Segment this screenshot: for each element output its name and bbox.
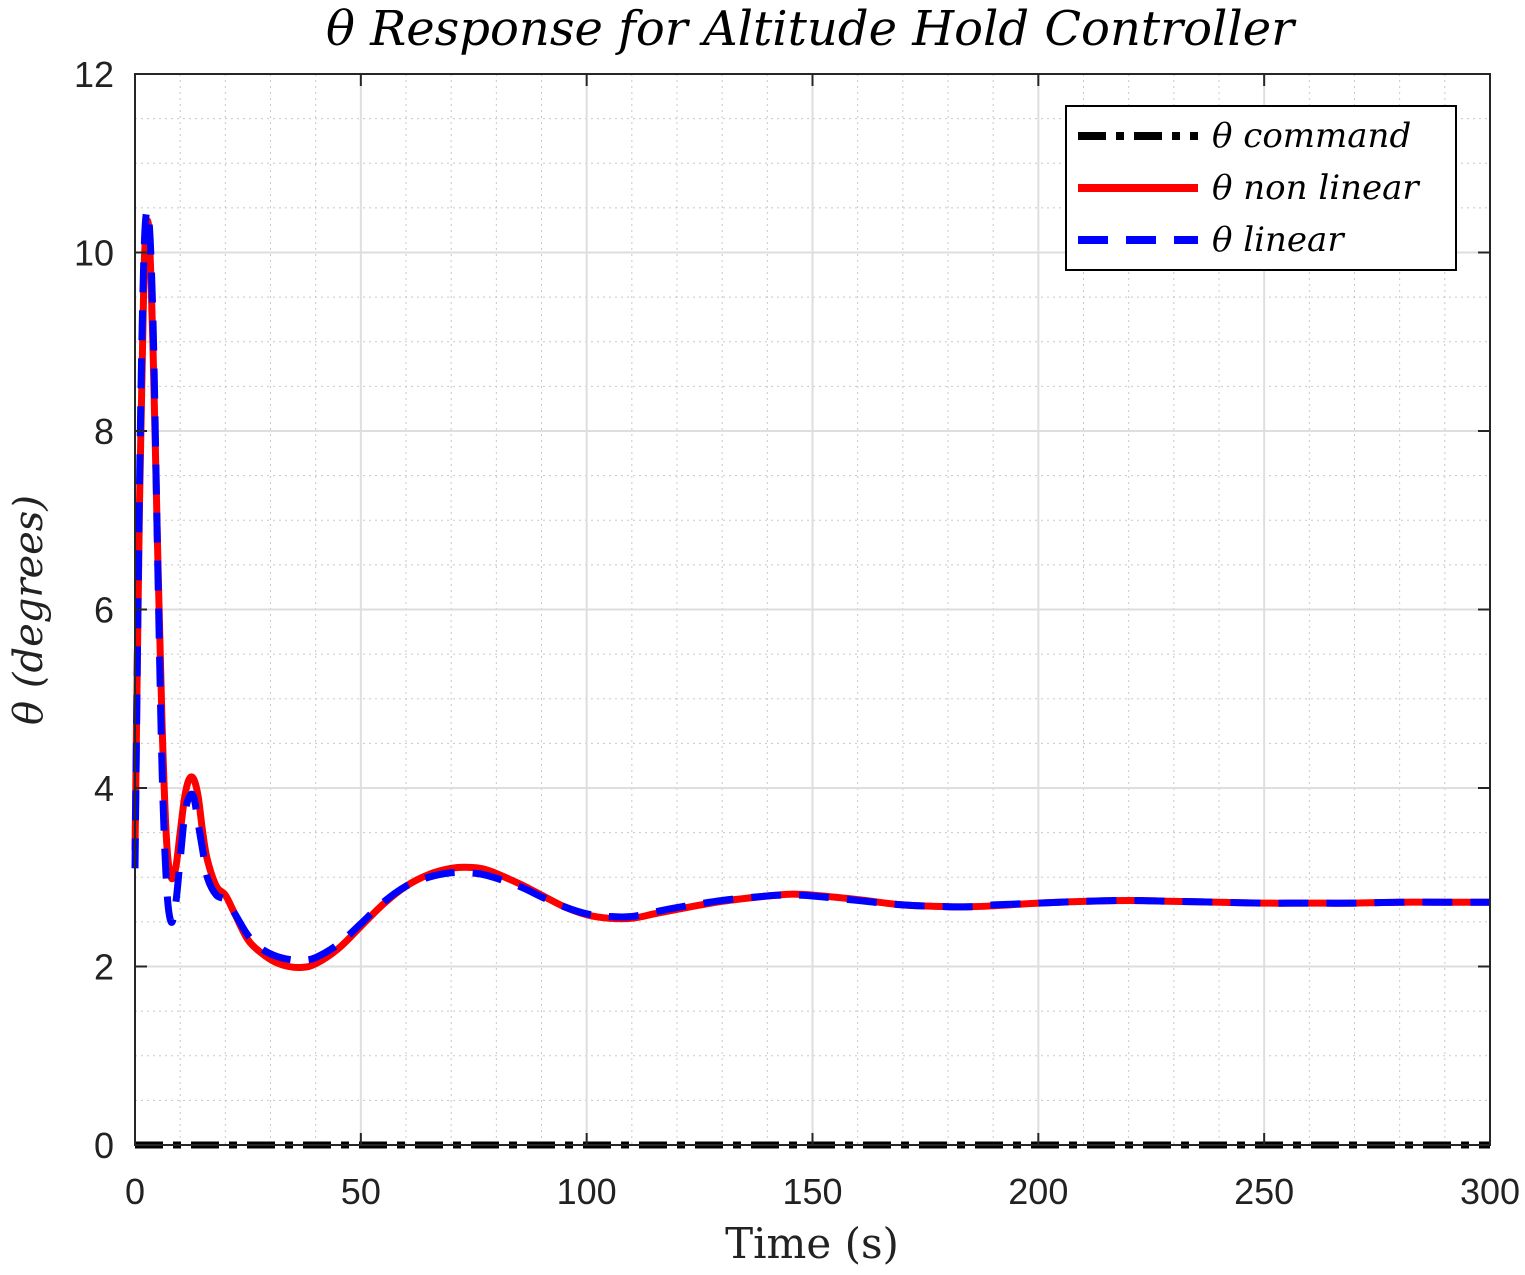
legend-label-command: θ command bbox=[1212, 116, 1411, 156]
x-axis-label: Time (s) bbox=[725, 1219, 899, 1268]
x-tick-label: 200 bbox=[1008, 1171, 1068, 1212]
y-tick-label: 10 bbox=[74, 233, 114, 274]
y-tick-label: 6 bbox=[94, 590, 114, 631]
legend-label-nonlinear: θ non linear bbox=[1212, 168, 1420, 208]
x-tick-label: 0 bbox=[125, 1171, 145, 1212]
x-tick-label: 150 bbox=[782, 1171, 842, 1212]
chart-title: θ Response for Altitude Hold Controller bbox=[326, 1, 1297, 57]
y-tick-label: 8 bbox=[94, 411, 114, 452]
y-tick-label: 2 bbox=[94, 947, 114, 988]
y-tick-label: 4 bbox=[94, 768, 114, 809]
y-axis-label: θ (degrees) bbox=[6, 495, 52, 725]
axis-ticks: 0 50 100 150 200 250 300 0 2 4 6 8 10 12 bbox=[74, 54, 1520, 1212]
x-tick-label: 300 bbox=[1460, 1171, 1520, 1212]
x-tick-label: 100 bbox=[557, 1171, 617, 1212]
legend: θ command θ non linear θ linear bbox=[1065, 105, 1457, 271]
y-tick-label: 12 bbox=[74, 54, 114, 95]
y-tick-label: 0 bbox=[94, 1125, 114, 1166]
x-tick-label: 50 bbox=[341, 1171, 381, 1212]
legend-label-linear: θ linear bbox=[1212, 220, 1345, 260]
x-tick-label: 250 bbox=[1234, 1171, 1294, 1212]
series-linear-line bbox=[131, 207, 1490, 964]
